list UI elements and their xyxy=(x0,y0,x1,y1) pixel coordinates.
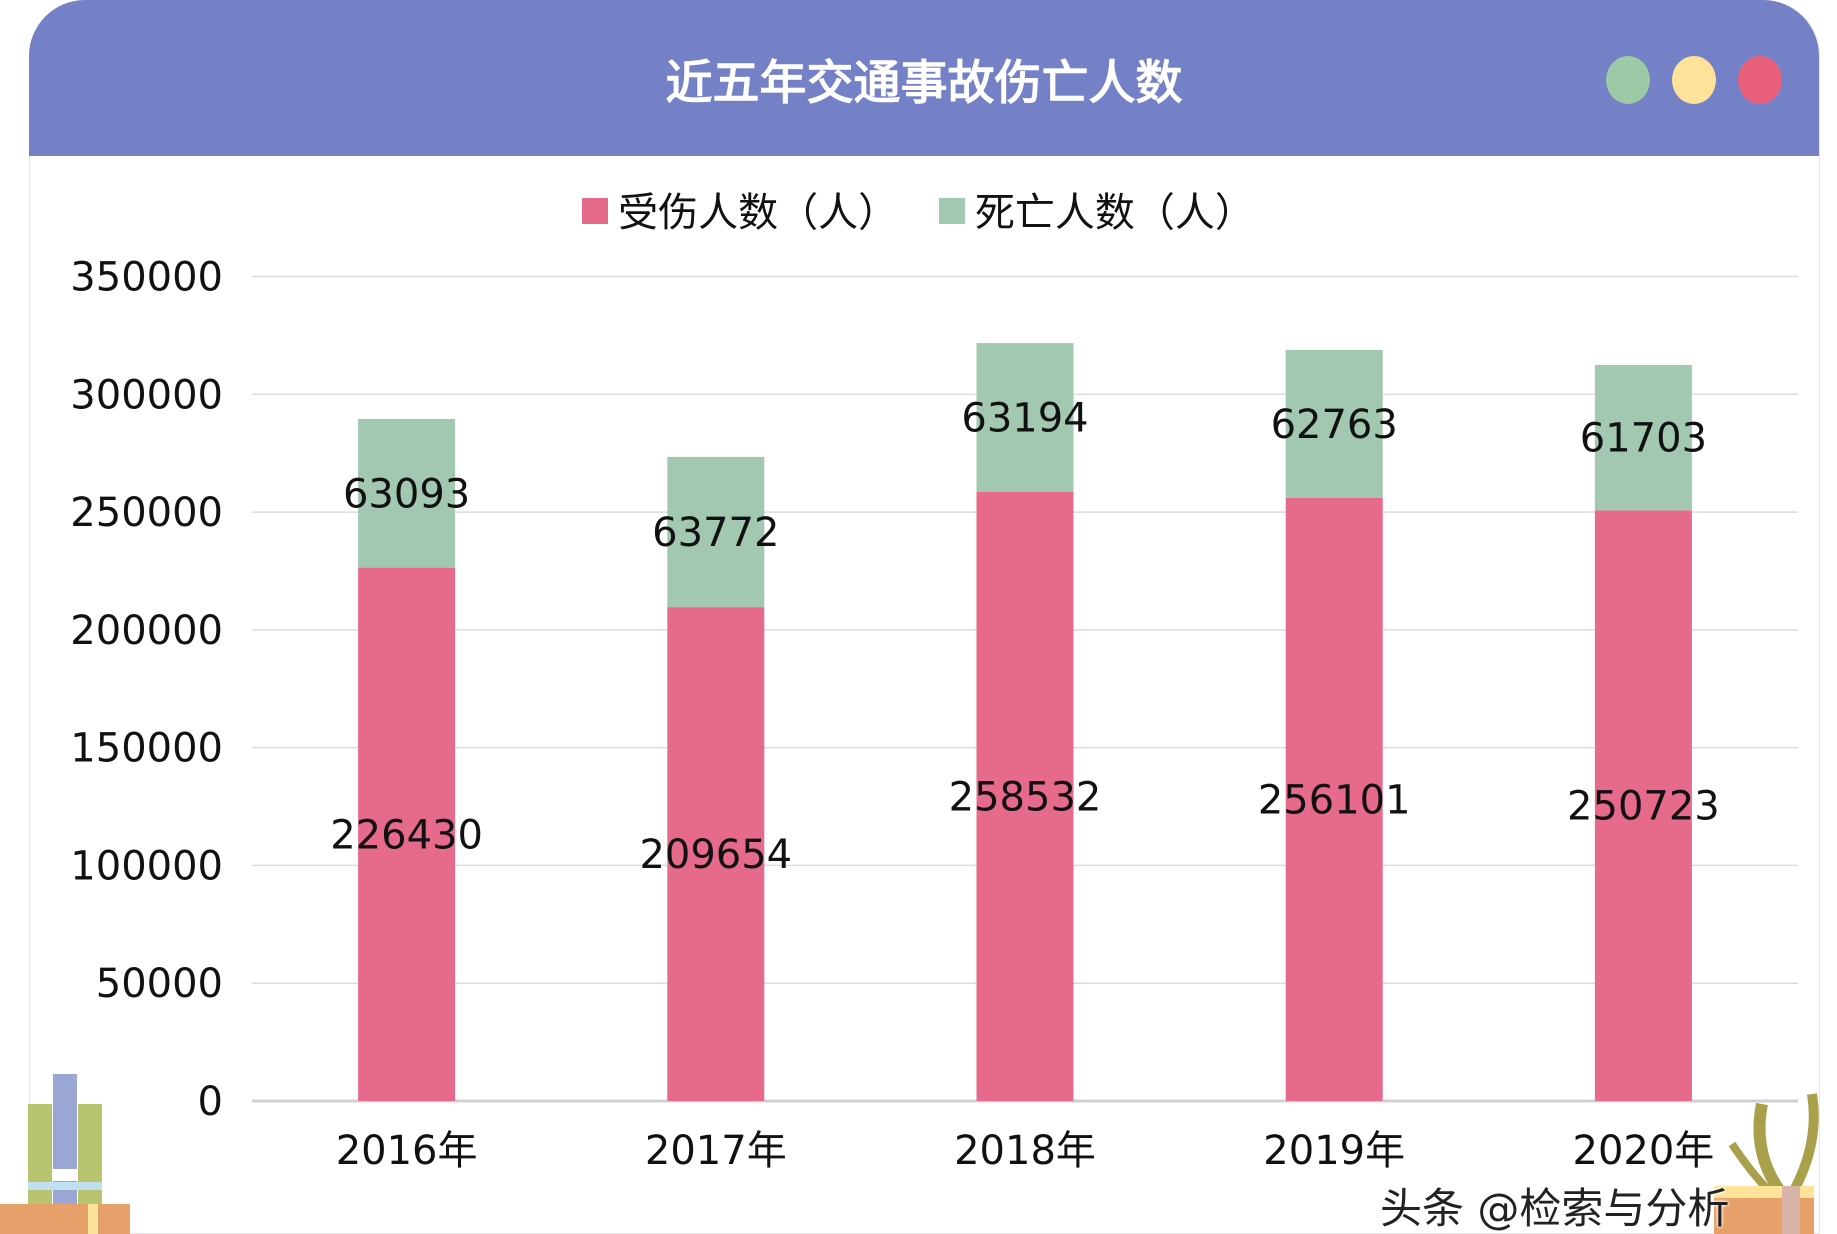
plant-decoration-icon xyxy=(1714,1093,1819,1234)
bar-segment-injured xyxy=(667,607,765,1101)
x-tick-label: 2019年 xyxy=(1263,1128,1405,1174)
header-bar: 近五年交通事故伤亡人数 xyxy=(29,0,1819,156)
data-label: 258532 xyxy=(949,774,1102,820)
data-label: 63772 xyxy=(652,510,779,556)
legend: 受伤人数（人） 死亡人数（人） xyxy=(0,180,1837,238)
bar-segment-deaths xyxy=(1594,365,1692,511)
bar-segment-injured xyxy=(358,567,456,1101)
y-tick-label: 200000 xyxy=(70,608,223,654)
y-tick-label: 250000 xyxy=(70,490,223,536)
x-tick-label: 2018年 xyxy=(954,1128,1096,1174)
x-tick-label: 2020年 xyxy=(1573,1128,1715,1174)
data-label: 226430 xyxy=(330,812,483,858)
legend-item-deaths: 死亡人数（人） xyxy=(938,180,1255,238)
data-label: 63194 xyxy=(961,396,1088,442)
chart-title: 近五年交通事故伤亡人数 xyxy=(665,56,1183,111)
data-label: 256101 xyxy=(1258,777,1411,823)
watermark: 头条 @检索与分析 xyxy=(1380,1184,1730,1233)
data-label: 62763 xyxy=(1271,402,1398,448)
red-dot-button[interactable] xyxy=(1738,56,1782,104)
y-tick-label: 350000 xyxy=(70,255,223,301)
bar-segment-injured xyxy=(1594,510,1692,1101)
bar-segment-deaths xyxy=(667,456,765,608)
yellow-dot-button[interactable] xyxy=(1672,56,1716,104)
data-label: 250723 xyxy=(1567,784,1720,830)
bar-segment-injured xyxy=(976,491,1074,1101)
legend-item-injured: 受伤人数（人） xyxy=(582,180,898,238)
legend-label-deaths: 死亡人数（人） xyxy=(974,190,1255,236)
green-dot-button[interactable] xyxy=(1606,56,1650,104)
x-tick-label: 2017年 xyxy=(645,1128,787,1174)
bar-segment-deaths xyxy=(976,343,1074,492)
y-tick-label: 0 xyxy=(198,1079,223,1125)
data-label: 61703 xyxy=(1580,416,1707,462)
bar-segment-injured xyxy=(1285,497,1383,1101)
y-tick-label: 50000 xyxy=(96,961,223,1007)
data-label: 63093 xyxy=(343,471,470,517)
chart-card xyxy=(29,0,1820,1234)
legend-swatch-deaths xyxy=(938,198,965,224)
bar-segment-deaths xyxy=(1285,349,1383,498)
y-tick-label: 150000 xyxy=(70,726,223,772)
bar-segment-deaths xyxy=(358,418,456,568)
y-tick-label: 100000 xyxy=(70,843,223,889)
legend-swatch-injured xyxy=(582,198,609,224)
data-label: 209654 xyxy=(639,832,792,878)
x-tick-label: 2016年 xyxy=(336,1128,478,1174)
y-tick-label: 300000 xyxy=(70,372,223,418)
legend-label-injured: 受伤人数（人） xyxy=(618,190,899,236)
books-decoration-icon xyxy=(0,1074,130,1234)
